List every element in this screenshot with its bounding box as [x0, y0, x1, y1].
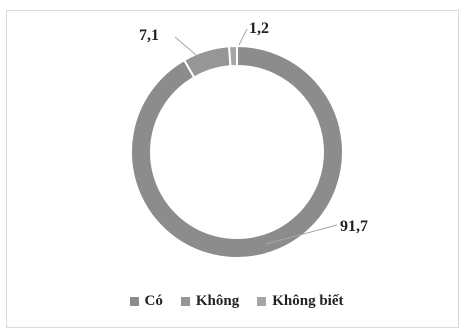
- data-label-co: 91,7: [340, 218, 368, 235]
- leader-line-khong: [174, 36, 197, 56]
- leader-lines: [174, 28, 338, 245]
- legend-item-khong: Không: [180, 293, 240, 310]
- legend-swatch-khong-biet: [257, 297, 267, 306]
- legend-item-khong-biet: Không biết: [257, 293, 343, 310]
- slice-co: [130, 44, 344, 259]
- legend-swatch-khong: [180, 297, 190, 306]
- data-label-khong: 7,1: [139, 27, 159, 44]
- data-label-khong-biet: 1,2: [249, 20, 269, 37]
- legend-swatch-co: [129, 297, 139, 306]
- leader-line-co: [265, 224, 338, 245]
- legend-label-khong: Không: [195, 293, 240, 309]
- slice-khong-biet: [227, 44, 238, 68]
- leader-line-khong-biet: [238, 28, 248, 46]
- legend: Có Không Không biết: [0, 293, 473, 310]
- data-labels: 91,7 7,1 1,2: [139, 20, 368, 235]
- donut-slices: [130, 44, 344, 259]
- legend-item-co: Có: [129, 293, 163, 310]
- legend-label-khong-biet: Không biết: [272, 293, 344, 309]
- legend-label-co: Có: [144, 293, 163, 309]
